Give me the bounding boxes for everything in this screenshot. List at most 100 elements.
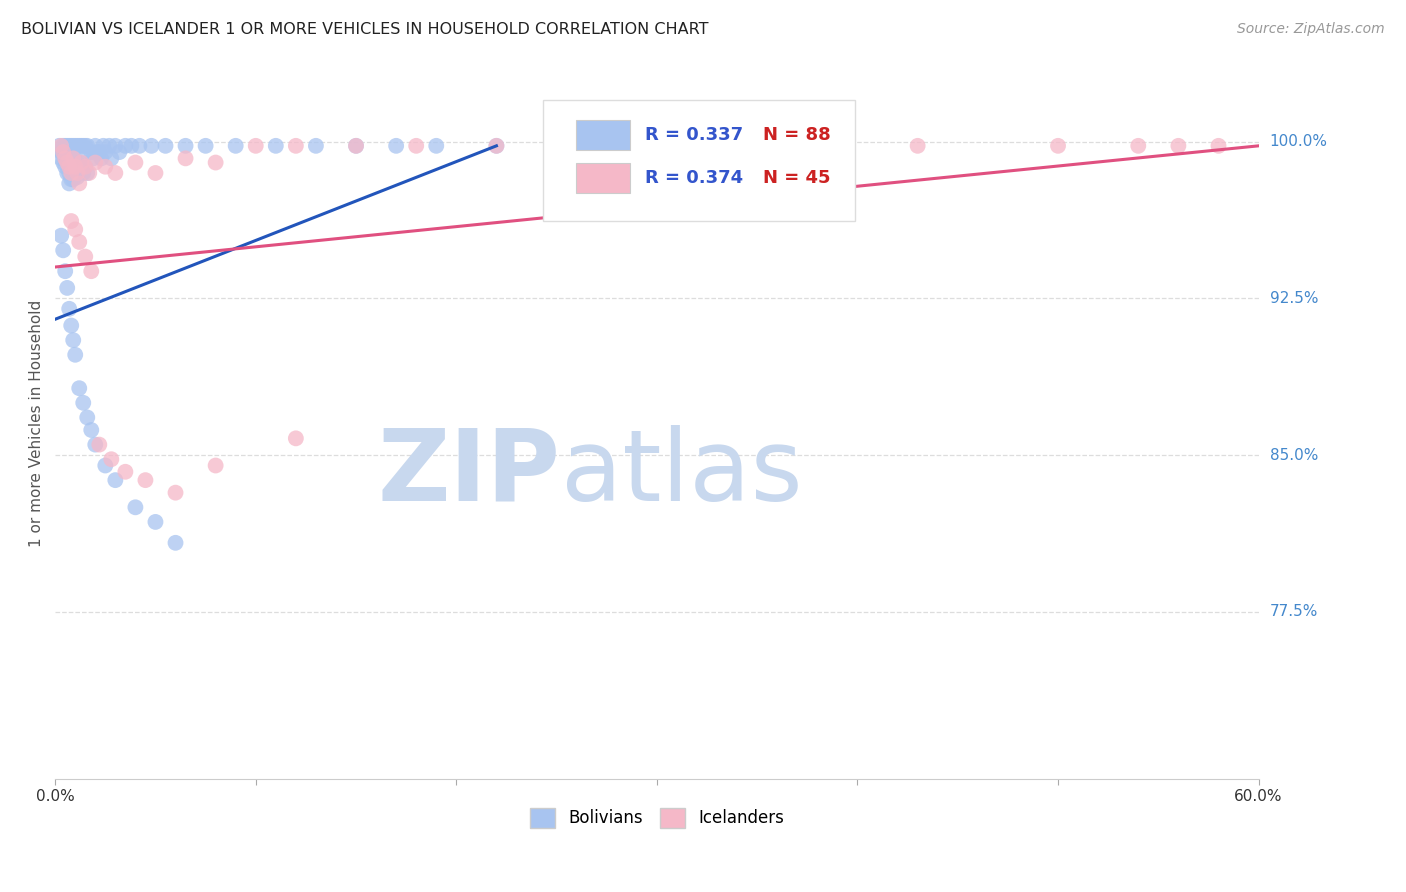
Point (907, 138, 929, 153)
Point (66, 138, 89, 153)
Point (75, 250, 97, 264)
Point (76, 410, 98, 425)
Point (76, 138, 98, 153)
Point (75, 138, 97, 153)
Point (120, 138, 142, 153)
Point (1047, 138, 1070, 153)
Point (141, 138, 163, 153)
Point (89, 145, 111, 160)
Point (58, 177, 80, 191)
Point (104, 166, 127, 180)
Point (114, 465, 136, 479)
Point (67, 235, 90, 249)
Point (60, 166, 83, 180)
Point (62, 172, 84, 186)
Point (53, 160, 76, 174)
Point (284, 431, 307, 445)
Point (65, 166, 87, 180)
Point (53, 138, 76, 153)
Point (94, 458, 117, 473)
Point (165, 536, 187, 550)
Point (84, 155, 107, 169)
Point (65, 160, 87, 174)
Point (51, 228, 73, 243)
Point (565, 138, 588, 153)
Point (53, 152, 76, 166)
Text: R = 0.337: R = 0.337 (645, 127, 742, 145)
Point (225, 138, 247, 153)
Point (58, 160, 80, 174)
Point (94, 145, 117, 160)
Text: R = 0.374: R = 0.374 (645, 169, 742, 187)
Text: atlas: atlas (561, 425, 803, 522)
Point (344, 138, 367, 153)
Point (104, 473, 127, 487)
Text: N = 88: N = 88 (763, 127, 831, 145)
Text: 77.5%: 77.5% (1270, 604, 1317, 619)
Point (76, 166, 98, 180)
FancyBboxPatch shape (576, 163, 630, 193)
Text: Source: ZipAtlas.com: Source: ZipAtlas.com (1237, 22, 1385, 37)
Point (165, 485, 187, 500)
Point (58, 138, 80, 153)
Y-axis label: 1 or more Vehicles in Household: 1 or more Vehicles in Household (30, 300, 44, 548)
FancyBboxPatch shape (543, 101, 855, 221)
Text: 100.0%: 100.0% (1270, 134, 1327, 149)
Text: BOLIVIAN VS ICELANDER 1 OR MORE VEHICLES IN HOUSEHOLD CORRELATION CHART: BOLIVIAN VS ICELANDER 1 OR MORE VEHICLES… (21, 22, 709, 37)
Point (91, 138, 114, 153)
Point (284, 138, 307, 153)
Point (134, 473, 156, 487)
Point (70, 160, 93, 174)
Point (77, 145, 100, 160)
Point (194, 138, 217, 153)
Text: 92.5%: 92.5% (1270, 291, 1319, 306)
Point (204, 155, 226, 169)
Point (58, 155, 80, 169)
Point (100, 152, 122, 166)
Point (53, 152, 76, 166)
Point (108, 145, 131, 160)
Text: ZIP: ZIP (378, 425, 561, 522)
Point (53, 264, 76, 278)
Point (72, 138, 94, 153)
Point (485, 138, 508, 153)
Point (204, 458, 226, 473)
Point (485, 138, 508, 153)
Point (60, 172, 83, 186)
Point (264, 138, 287, 153)
Point (786, 138, 808, 153)
Point (52, 145, 75, 160)
Point (62, 160, 84, 174)
Point (1208, 138, 1230, 153)
Point (66, 170, 89, 185)
Point (58, 166, 80, 180)
Point (98, 138, 121, 153)
Point (67, 138, 90, 153)
Point (62, 152, 84, 166)
Point (90, 152, 112, 166)
Point (145, 166, 167, 180)
Point (60, 138, 83, 153)
Point (114, 138, 136, 153)
Point (84, 138, 107, 153)
Point (72, 166, 94, 180)
Point (56, 138, 79, 153)
Point (155, 138, 177, 153)
Point (174, 152, 197, 166)
Point (56, 155, 79, 169)
Point (84, 437, 107, 451)
Point (51, 138, 73, 153)
Point (89, 437, 111, 451)
FancyBboxPatch shape (576, 120, 630, 150)
Point (56, 166, 79, 180)
Text: N = 45: N = 45 (763, 169, 831, 187)
Point (305, 138, 328, 153)
Point (60, 145, 83, 160)
Point (51, 145, 73, 160)
Point (60, 318, 83, 333)
Point (77, 166, 100, 180)
Point (385, 138, 408, 153)
Point (67, 155, 90, 169)
Point (72, 396, 94, 410)
Point (124, 155, 146, 169)
